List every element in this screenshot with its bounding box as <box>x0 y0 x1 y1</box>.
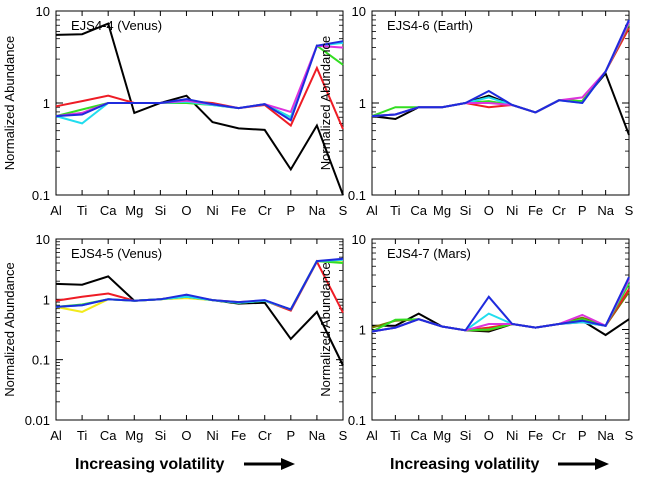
x-tick-label: Na <box>597 203 614 218</box>
series-line-black <box>55 275 344 366</box>
x-tick-label: Ni <box>506 428 518 443</box>
x-tick-label: Ti <box>77 203 87 218</box>
x-tick-label: Fe <box>231 428 246 443</box>
x-tick-label: Cr <box>258 428 272 443</box>
x-tick-label: Al <box>366 428 378 443</box>
x-tick-label: Ti <box>390 203 400 218</box>
series-line-black <box>55 22 344 196</box>
y-tick-label: 0.01 <box>25 413 50 428</box>
x-tick-label: Mg <box>433 428 451 443</box>
series-line-red <box>55 65 344 130</box>
series-line-cyan <box>55 41 344 125</box>
series-line-blue <box>55 257 344 311</box>
y-tick-label: 10 <box>36 232 50 247</box>
x-tick-label: Si <box>155 428 167 443</box>
x-tick-label: Fe <box>528 428 543 443</box>
x-tick-label: Ca <box>410 203 427 218</box>
series-line-green <box>371 283 630 333</box>
panel-title: EJS4-5 (Venus) <box>71 246 162 261</box>
right-arrow-icon <box>244 458 295 470</box>
chart-panel-4: 10 1 0.1Al Ti Ca Mg Si O Ni Fe Cr P Na S EJS4-7 (Mars)… <box>318 232 634 443</box>
x-tick-label: S <box>625 428 634 443</box>
x-tick-label: Na <box>309 428 326 443</box>
series-line-cyan <box>371 22 630 118</box>
x-tick-label: Cr <box>552 428 566 443</box>
x-tick-label: S <box>625 203 634 218</box>
x-tick-label: P <box>578 203 587 218</box>
y-tick-label: 0.1 <box>32 188 50 203</box>
axes-frame <box>55 238 344 421</box>
x-tick-label: P <box>286 203 295 218</box>
x-tick-label: O <box>181 428 191 443</box>
y-tick-label: 1 <box>359 323 366 338</box>
x-tick-label: Si <box>460 203 472 218</box>
x-tick-label: Ni <box>506 203 518 218</box>
x-tick-label: Ca <box>100 428 117 443</box>
x-tick-label: Si <box>155 203 167 218</box>
x-tick-label: Ca <box>100 203 117 218</box>
x-tick-label: Fe <box>528 203 543 218</box>
x-tick-label: P <box>578 428 587 443</box>
x-tick-label: Cr <box>552 203 566 218</box>
y-tick-label: 10 <box>352 232 366 247</box>
y-tick-label: 10 <box>352 4 366 19</box>
y-axis-title: Normalized Abundance <box>318 36 333 170</box>
axes-frame <box>371 238 630 421</box>
right-arrow-icon <box>558 458 609 470</box>
x-tick-label: Si <box>460 428 472 443</box>
series-line-blue <box>371 19 630 118</box>
panel-title: EJS4-4 (Venus) <box>71 18 162 33</box>
x-tick-label: O <box>484 428 494 443</box>
x-tick-label: Al <box>50 203 62 218</box>
panel-title: EJS4-7 (Mars) <box>387 246 471 261</box>
x-tick-label: Mg <box>433 203 451 218</box>
footer-label-right: Increasing volatility <box>390 456 539 473</box>
x-tick-label: S <box>339 428 348 443</box>
x-tick-label: Mg <box>125 428 143 443</box>
series-line-blue <box>55 40 344 122</box>
y-tick-label: 1 <box>43 96 50 111</box>
series-line-blue <box>371 276 630 333</box>
y-tick-label: 0.1 <box>348 188 366 203</box>
y-axis-title: Normalized Abundance <box>2 262 17 396</box>
y-tick-label: 1 <box>43 292 50 307</box>
x-tick-label: Cr <box>258 203 272 218</box>
x-tick-label: Al <box>366 203 378 218</box>
y-tick-label: 0.1 <box>32 353 50 368</box>
series-line-red <box>55 259 344 314</box>
x-tick-label: Mg <box>125 203 143 218</box>
series-line-green <box>371 23 630 118</box>
chart-panel-1: 10 1 0.1Al Ti Ca Mg Si O Ni Fe Cr P Na S EJS4-4 (Venus… <box>2 4 348 218</box>
x-tick-label: Ti <box>77 428 87 443</box>
x-tick-label: O <box>484 203 494 218</box>
y-tick-label: 1 <box>359 96 366 111</box>
y-tick-label: 0.1 <box>348 413 366 428</box>
panel-title: EJS4-6 (Earth) <box>387 18 473 33</box>
x-tick-label: Na <box>309 203 326 218</box>
x-tick-label: Na <box>597 428 614 443</box>
y-axis-title: Normalized Abundance <box>318 262 333 396</box>
y-tick-label: 10 <box>36 4 50 19</box>
x-tick-label: S <box>339 203 348 218</box>
x-tick-label: Ca <box>410 428 427 443</box>
x-tick-label: Ni <box>206 203 218 218</box>
series-line-yellow <box>55 259 344 313</box>
x-tick-label: Fe <box>231 203 246 218</box>
x-tick-label: Al <box>50 428 62 443</box>
y-axis-title: Normalized Abundance <box>2 36 17 170</box>
chart-panel-2: 10 1 0.1Al Ti Ca Mg Si O Ni Fe Cr P Na S EJS4-6 (Earth… <box>318 4 634 218</box>
x-tick-label: O <box>181 203 191 218</box>
x-tick-label: Ni <box>206 428 218 443</box>
footer-label-left: Increasing volatility <box>75 456 224 473</box>
x-tick-label: Ti <box>390 428 400 443</box>
x-tick-label: P <box>286 428 295 443</box>
